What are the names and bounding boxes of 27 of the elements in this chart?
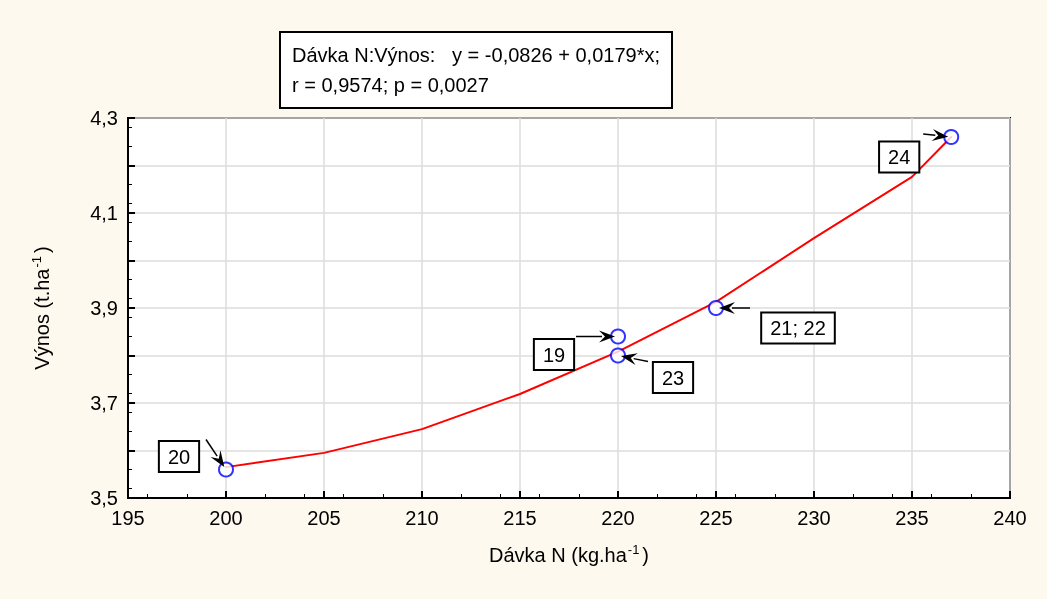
annotation: 24 xyxy=(888,146,911,168)
x-tick-label: 200 xyxy=(209,507,243,529)
y-tick-label: 3,7 xyxy=(90,392,118,414)
point xyxy=(610,347,626,364)
annotation: 19 xyxy=(542,343,566,366)
point xyxy=(610,328,626,345)
x-tick-label: 210 xyxy=(405,507,439,529)
x-tick-label: 225 xyxy=(699,507,733,529)
x-tick-label: 215 xyxy=(503,507,537,529)
x-tick-label: 230 xyxy=(797,507,831,529)
y-tick-label: 3,9 xyxy=(90,297,118,319)
y-tick-label: 3,5 xyxy=(90,487,118,509)
chart-title: Dávka N:Výnos: y = -0,0826 + 0,0179*x; r = 0,9574; p = 0,0027 xyxy=(292,44,660,96)
y-tick-label: 4,3 xyxy=(90,107,118,129)
point xyxy=(218,461,234,478)
point xyxy=(708,300,724,316)
point xyxy=(943,129,960,145)
x-tick-label: 240 xyxy=(993,507,1027,529)
x-tick-label: 235 xyxy=(895,507,929,529)
annotation: 23 xyxy=(661,366,685,389)
y-axis-title: Výnos (t.ha-1) xyxy=(29,246,53,370)
annotation: 20 xyxy=(167,445,191,468)
x-tick-label: 220 xyxy=(601,507,635,529)
x-tick-label: 195 xyxy=(111,507,145,529)
x-tick-label: 205 xyxy=(307,507,341,529)
y-tick-label: 4,1 xyxy=(90,202,118,224)
annotation: 21; 22 xyxy=(770,317,826,339)
